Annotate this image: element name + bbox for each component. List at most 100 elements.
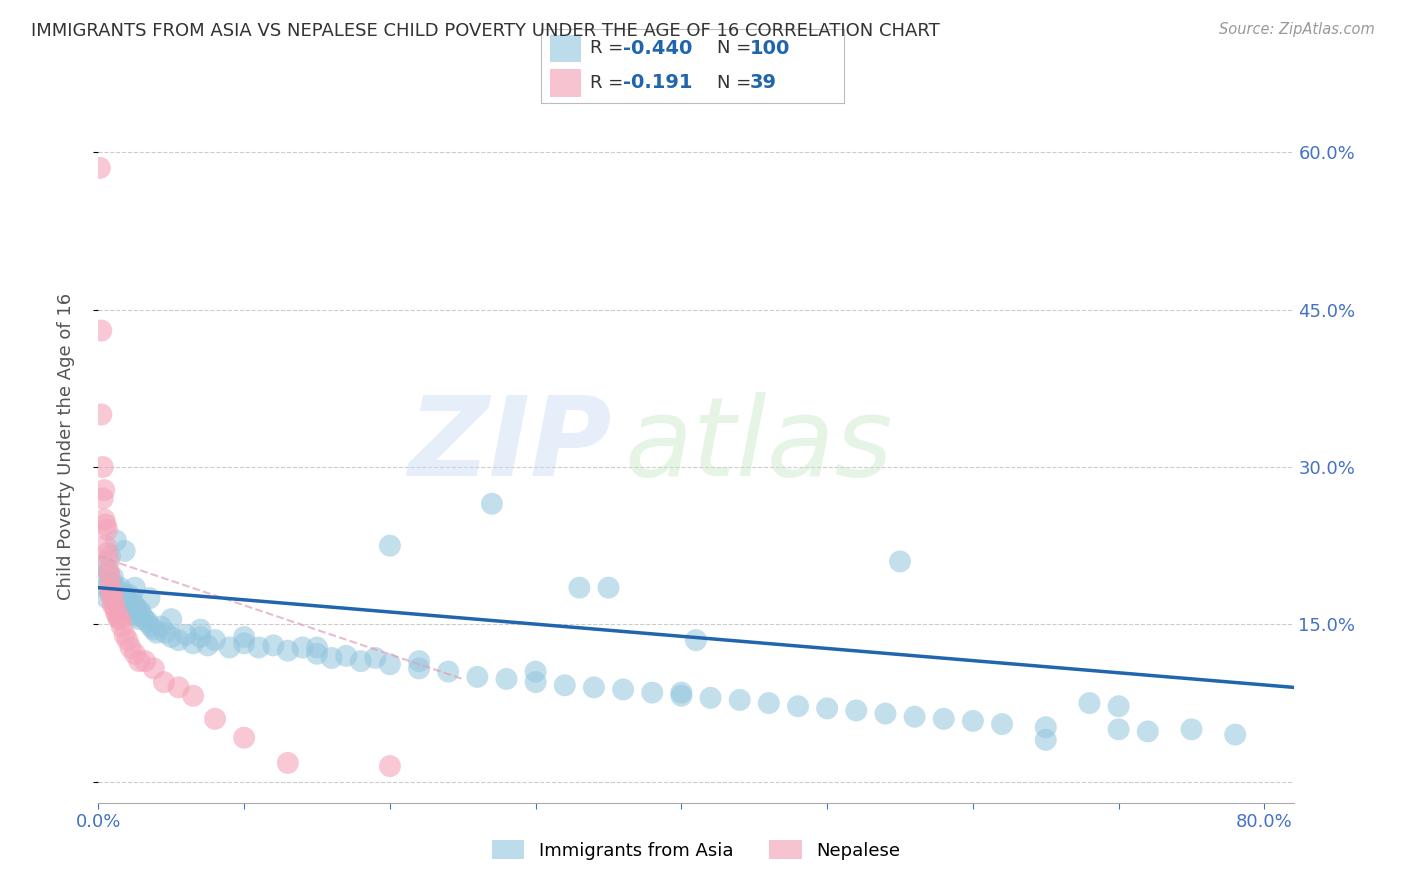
Point xyxy=(1035,720,1057,734)
Point xyxy=(845,703,868,717)
Point xyxy=(197,639,219,653)
Text: 100: 100 xyxy=(749,39,790,58)
Text: R =: R = xyxy=(589,39,628,57)
Point xyxy=(97,554,120,568)
Point xyxy=(120,640,142,655)
Point xyxy=(94,581,117,595)
Point xyxy=(97,565,120,579)
Point xyxy=(190,630,212,644)
Point xyxy=(91,460,114,475)
Point xyxy=(98,581,121,595)
Point xyxy=(114,544,136,558)
Point xyxy=(364,651,387,665)
Point xyxy=(114,599,136,613)
Point xyxy=(1180,723,1202,737)
Point xyxy=(142,623,165,637)
Text: -0.440: -0.440 xyxy=(623,39,692,58)
Point xyxy=(91,491,114,506)
Point xyxy=(90,324,112,338)
Point xyxy=(90,570,112,584)
Point xyxy=(1108,723,1130,737)
Point xyxy=(1078,696,1101,710)
Point xyxy=(104,581,127,595)
Point xyxy=(481,497,503,511)
Point xyxy=(101,570,124,584)
Point xyxy=(108,612,131,626)
Point xyxy=(128,654,150,668)
Point xyxy=(89,161,111,175)
Point xyxy=(554,678,576,692)
Point xyxy=(145,625,167,640)
Point xyxy=(699,690,721,705)
Point xyxy=(181,689,204,703)
Text: ZIP: ZIP xyxy=(409,392,613,500)
Point xyxy=(598,581,620,595)
Bar xyxy=(550,69,581,96)
Point xyxy=(160,630,183,644)
Point xyxy=(103,591,125,606)
Point xyxy=(153,675,176,690)
Point xyxy=(305,647,328,661)
Point xyxy=(124,599,146,613)
Point xyxy=(167,633,190,648)
Point xyxy=(97,565,120,579)
Point xyxy=(495,672,517,686)
Point xyxy=(138,591,160,606)
Point xyxy=(112,586,135,600)
Point xyxy=(335,648,357,663)
Point xyxy=(94,517,117,532)
Point xyxy=(671,685,693,699)
Point xyxy=(378,539,401,553)
Text: IMMIGRANTS FROM ASIA VS NEPALESE CHILD POVERTY UNDER THE AGE OF 16 CORRELATION C: IMMIGRANTS FROM ASIA VS NEPALESE CHILD P… xyxy=(31,22,939,40)
Point xyxy=(115,591,138,606)
Point xyxy=(134,654,156,668)
Point xyxy=(111,619,134,633)
Point xyxy=(117,633,139,648)
Point xyxy=(291,640,314,655)
Point xyxy=(247,640,270,655)
Point xyxy=(98,549,121,564)
Point xyxy=(110,581,132,595)
Point xyxy=(1035,732,1057,747)
Point xyxy=(93,483,115,497)
Point xyxy=(408,654,430,668)
Point xyxy=(100,591,122,606)
Point xyxy=(150,619,173,633)
Point xyxy=(110,612,132,626)
Point xyxy=(142,661,165,675)
Point xyxy=(104,605,127,619)
Y-axis label: Child Poverty Under the Age of 16: Child Poverty Under the Age of 16 xyxy=(56,293,75,599)
Point xyxy=(190,623,212,637)
Point xyxy=(117,596,139,610)
Text: N =: N = xyxy=(717,74,756,92)
Point xyxy=(129,605,152,619)
Point xyxy=(103,599,125,613)
Point xyxy=(671,689,693,703)
Point xyxy=(932,712,955,726)
Point xyxy=(204,712,226,726)
Point xyxy=(524,665,547,679)
Point xyxy=(467,670,489,684)
Point xyxy=(612,682,634,697)
Point xyxy=(100,575,122,590)
Point xyxy=(96,523,118,537)
Point xyxy=(350,654,373,668)
Point xyxy=(889,554,911,568)
Point xyxy=(101,599,124,613)
Point xyxy=(1136,724,1159,739)
Point xyxy=(139,619,162,633)
Point xyxy=(101,588,124,602)
Point xyxy=(875,706,897,721)
Point xyxy=(641,685,664,699)
Point xyxy=(90,408,112,422)
Point xyxy=(378,759,401,773)
Point xyxy=(108,588,131,602)
Point xyxy=(218,640,240,655)
Point xyxy=(685,633,707,648)
Point xyxy=(321,651,343,665)
Point xyxy=(758,696,780,710)
Point xyxy=(437,665,460,679)
Point xyxy=(98,570,121,584)
Text: atlas: atlas xyxy=(624,392,893,500)
Point xyxy=(105,596,128,610)
